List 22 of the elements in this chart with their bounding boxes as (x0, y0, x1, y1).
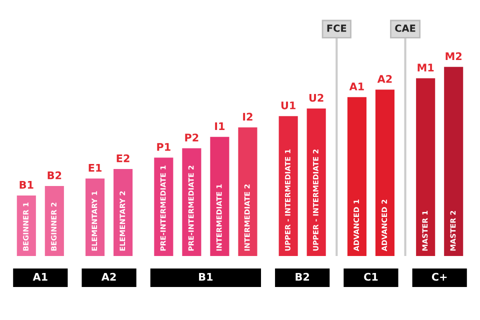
annotation: P2 (185, 134, 198, 142)
text: B1 (199, 273, 213, 281)
annotation: B2 (48, 171, 62, 180)
annotation: P1 (157, 143, 170, 151)
annotation: E2 (116, 154, 130, 162)
annotation: A2 (377, 74, 392, 83)
annotation: I2 (243, 112, 252, 121)
text: B2 (296, 272, 310, 281)
text: C1 (364, 272, 378, 281)
text: A2 (101, 272, 116, 281)
annotation: M2 (446, 52, 462, 60)
annotation: M1 (418, 64, 434, 72)
annotation: B1 (20, 181, 34, 189)
annotation: E1 (88, 164, 102, 172)
annotation: I1 (215, 122, 225, 130)
text: CAE (395, 24, 416, 32)
text: FCE (327, 24, 346, 32)
annotation: U1 (281, 102, 296, 110)
annotation: U2 (309, 94, 324, 102)
text: C+ (432, 272, 447, 281)
annotation: A1 (349, 82, 364, 90)
text: A1 (32, 273, 48, 281)
